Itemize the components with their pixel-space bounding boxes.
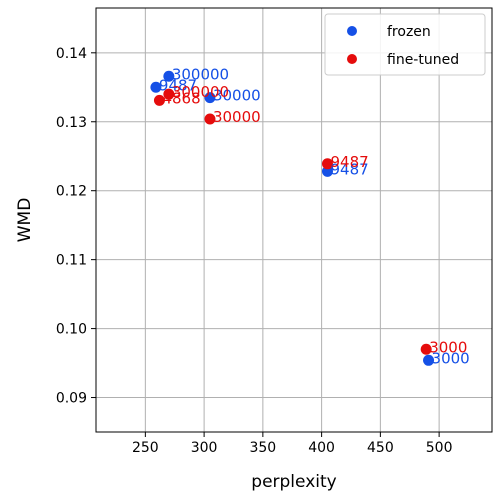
y-tick-label: 0.14 (56, 46, 87, 62)
y-tick-label: 0.12 (56, 184, 87, 200)
point-label-fine-tuned: 4868 (162, 89, 200, 107)
data-point-fine-tuned (153, 94, 165, 106)
data-point-fine-tuned (204, 113, 216, 125)
point-label-frozen: 9487 (330, 160, 368, 178)
point-label-fine-tuned: 30000 (213, 108, 261, 126)
x-tick-label: 450 (367, 440, 394, 456)
x-axis-ticks: 250 300 350 400 450 500 (132, 432, 453, 456)
point-label-fine-tuned: 300000 (172, 83, 229, 101)
data-point-frozen (163, 70, 175, 82)
plot-frame (95, 7, 493, 433)
x-tick-label: 250 (132, 440, 159, 456)
data-point-fine-tuned (163, 88, 175, 100)
legend-marker-frozen (347, 26, 357, 36)
legend-entry-fine-tuned: fine-tuned (387, 52, 459, 68)
y-tick-label: 0.13 (56, 115, 87, 131)
point-label-fine-tuned: 9487 (330, 153, 368, 171)
data-point-frozen (321, 165, 333, 177)
legend-box (324, 13, 486, 76)
grid (96, 8, 492, 432)
point-label-frozen: 3000 (432, 349, 470, 367)
point-label-fine-tuned: 3000 (429, 338, 467, 356)
legend-marker-fine-tuned (347, 54, 357, 64)
data-point-frozen (204, 92, 216, 104)
x-tick-label: 300 (191, 440, 218, 456)
y-tick-label: 0.11 (56, 253, 87, 269)
point-labels: 9487300000300009487300048683000003000094… (159, 65, 470, 367)
x-tick-label: 400 (308, 440, 335, 456)
data-point-frozen (150, 81, 162, 93)
point-label-frozen: 9487 (159, 76, 197, 94)
legend: frozen fine-tuned (324, 13, 486, 76)
legend-entry-frozen: frozen (387, 24, 431, 40)
point-label-frozen: 30000 (213, 87, 261, 105)
data-point-frozen (423, 354, 435, 366)
data-points (150, 70, 435, 366)
x-tick-label: 500 (426, 440, 453, 456)
x-axis-label: perplexity (251, 472, 336, 492)
y-axis-ticks: 0.09 0.10 0.11 0.12 0.13 0.14 (56, 46, 96, 407)
point-label-frozen: 300000 (172, 65, 229, 83)
y-tick-label: 0.10 (56, 322, 87, 338)
data-point-fine-tuned (420, 343, 432, 355)
data-point-fine-tuned (321, 158, 333, 170)
x-tick-label: 350 (249, 440, 276, 456)
y-axis-label: WMD (15, 198, 35, 243)
y-tick-label: 0.09 (56, 391, 87, 407)
